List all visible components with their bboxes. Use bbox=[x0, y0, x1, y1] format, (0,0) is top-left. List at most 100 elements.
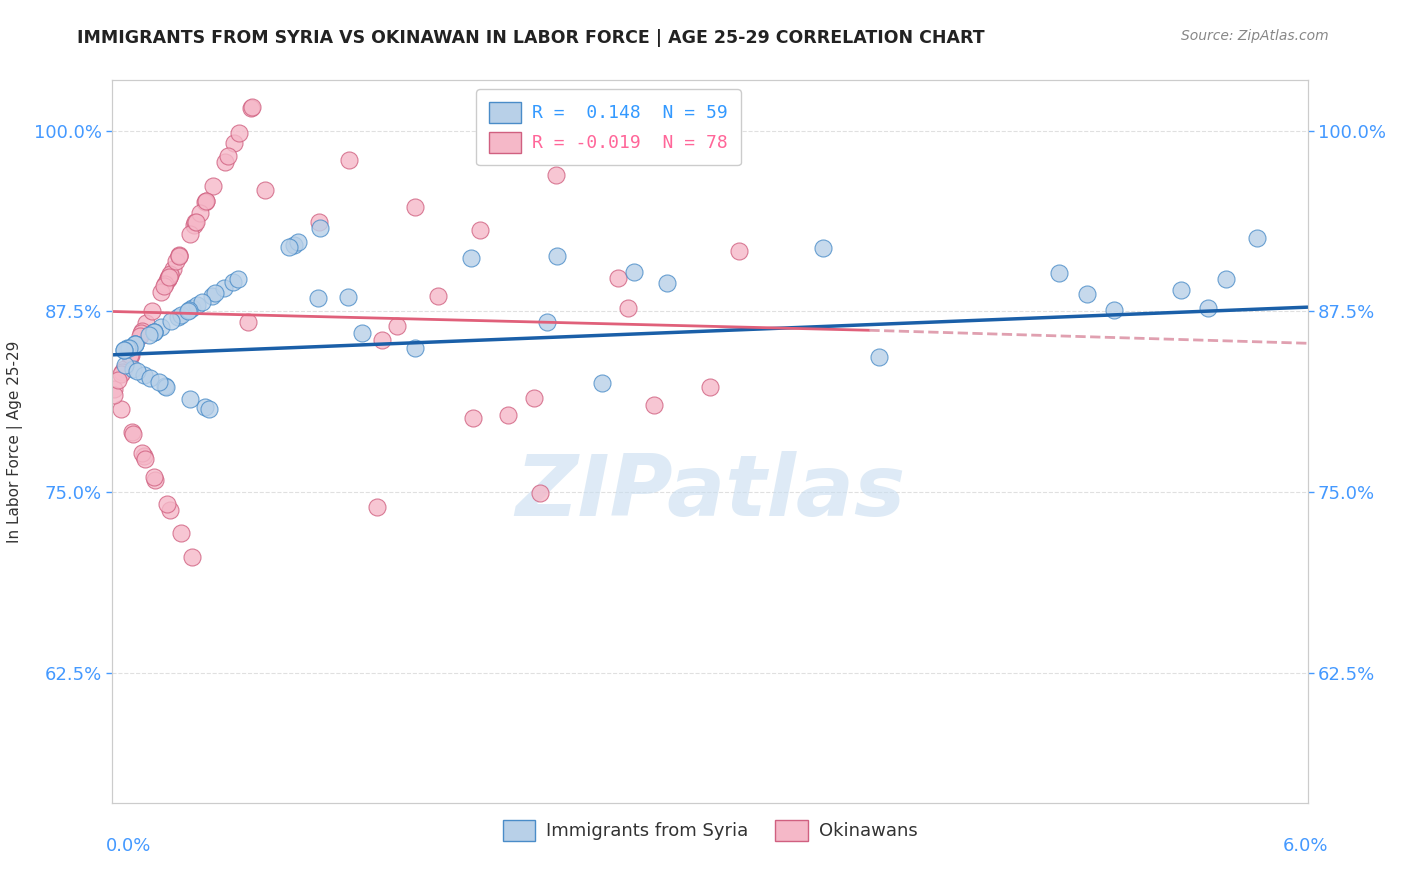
Point bbox=[811, 242, 834, 256]
Point bbox=[198, 402, 221, 417]
Point bbox=[868, 351, 890, 365]
Point bbox=[179, 227, 201, 241]
Point bbox=[124, 336, 146, 351]
Point bbox=[194, 194, 217, 208]
Point bbox=[179, 392, 201, 407]
Point bbox=[307, 291, 329, 305]
Point bbox=[139, 371, 162, 385]
Point bbox=[143, 473, 166, 487]
Point bbox=[385, 319, 408, 334]
Point bbox=[153, 279, 176, 293]
Point bbox=[728, 244, 751, 259]
Point bbox=[186, 298, 208, 312]
Point bbox=[131, 446, 153, 460]
Point bbox=[162, 261, 184, 276]
Y-axis label: In Labor Force | Age 25-29: In Labor Force | Age 25-29 bbox=[7, 341, 22, 542]
Point bbox=[156, 272, 179, 286]
Point bbox=[183, 218, 205, 232]
Point bbox=[110, 367, 132, 381]
Point bbox=[194, 194, 217, 209]
Point bbox=[148, 376, 170, 390]
Point bbox=[1102, 302, 1125, 317]
Point bbox=[655, 277, 678, 291]
Point bbox=[184, 215, 207, 229]
Point bbox=[607, 271, 630, 285]
Point bbox=[143, 325, 166, 339]
Point bbox=[110, 401, 132, 416]
Point bbox=[112, 343, 135, 358]
Point bbox=[134, 452, 156, 467]
Point bbox=[498, 408, 520, 422]
Point bbox=[1215, 272, 1237, 286]
Point bbox=[1047, 266, 1070, 280]
Point bbox=[226, 272, 249, 286]
Point bbox=[177, 303, 200, 318]
Point bbox=[592, 117, 614, 131]
Point bbox=[202, 179, 225, 194]
Point bbox=[648, 149, 671, 163]
Point bbox=[366, 500, 388, 514]
Point bbox=[159, 268, 181, 282]
Point bbox=[107, 373, 129, 387]
Point bbox=[155, 379, 177, 393]
Point bbox=[544, 169, 567, 183]
Point bbox=[103, 382, 125, 396]
Point bbox=[240, 100, 263, 114]
Point bbox=[623, 265, 645, 279]
Point bbox=[120, 348, 142, 362]
Point bbox=[529, 485, 551, 500]
Point bbox=[167, 249, 190, 263]
Point bbox=[159, 267, 181, 281]
Point bbox=[224, 136, 246, 150]
Point bbox=[468, 223, 491, 237]
Point bbox=[336, 290, 359, 304]
Point bbox=[120, 347, 142, 361]
Point bbox=[699, 379, 721, 393]
Point bbox=[124, 336, 146, 351]
Point bbox=[228, 126, 250, 140]
Point bbox=[177, 303, 200, 318]
Point bbox=[236, 315, 259, 329]
Point bbox=[253, 183, 276, 197]
Point bbox=[222, 275, 245, 289]
Point bbox=[121, 425, 143, 440]
Point bbox=[1076, 287, 1098, 301]
Point bbox=[150, 285, 173, 299]
Point bbox=[308, 221, 330, 235]
Point bbox=[165, 254, 187, 268]
Point bbox=[404, 200, 426, 214]
Text: 6.0%: 6.0% bbox=[1284, 837, 1329, 855]
Point bbox=[155, 379, 177, 393]
Point bbox=[188, 206, 211, 220]
Point bbox=[180, 301, 202, 316]
Point bbox=[536, 314, 558, 328]
Point bbox=[240, 101, 263, 115]
Point bbox=[278, 240, 301, 254]
Point bbox=[195, 194, 218, 208]
Point bbox=[170, 525, 193, 540]
Legend: Immigrants from Syria, Okinawans: Immigrants from Syria, Okinawans bbox=[495, 813, 925, 848]
Point bbox=[217, 149, 239, 163]
Point bbox=[194, 401, 217, 415]
Point bbox=[112, 343, 135, 358]
Point bbox=[546, 249, 568, 263]
Point bbox=[118, 350, 141, 364]
Point bbox=[128, 329, 150, 343]
Point bbox=[156, 271, 179, 285]
Point bbox=[191, 294, 214, 309]
Point bbox=[155, 277, 177, 291]
Point bbox=[337, 153, 360, 167]
Point bbox=[1246, 231, 1268, 245]
Point bbox=[103, 387, 125, 401]
Point bbox=[122, 362, 145, 376]
Point bbox=[204, 286, 226, 301]
Text: IMMIGRANTS FROM SYRIA VS OKINAWAN IN LABOR FORCE | AGE 25-29 CORRELATION CHART: IMMIGRANTS FROM SYRIA VS OKINAWAN IN LAB… bbox=[77, 29, 986, 46]
Point bbox=[461, 410, 484, 425]
Point bbox=[283, 237, 305, 252]
Point bbox=[404, 342, 426, 356]
Text: ZIPatlas: ZIPatlas bbox=[515, 450, 905, 533]
Point bbox=[156, 271, 179, 285]
Point bbox=[121, 426, 143, 441]
Point bbox=[371, 333, 394, 347]
Point bbox=[170, 308, 193, 322]
